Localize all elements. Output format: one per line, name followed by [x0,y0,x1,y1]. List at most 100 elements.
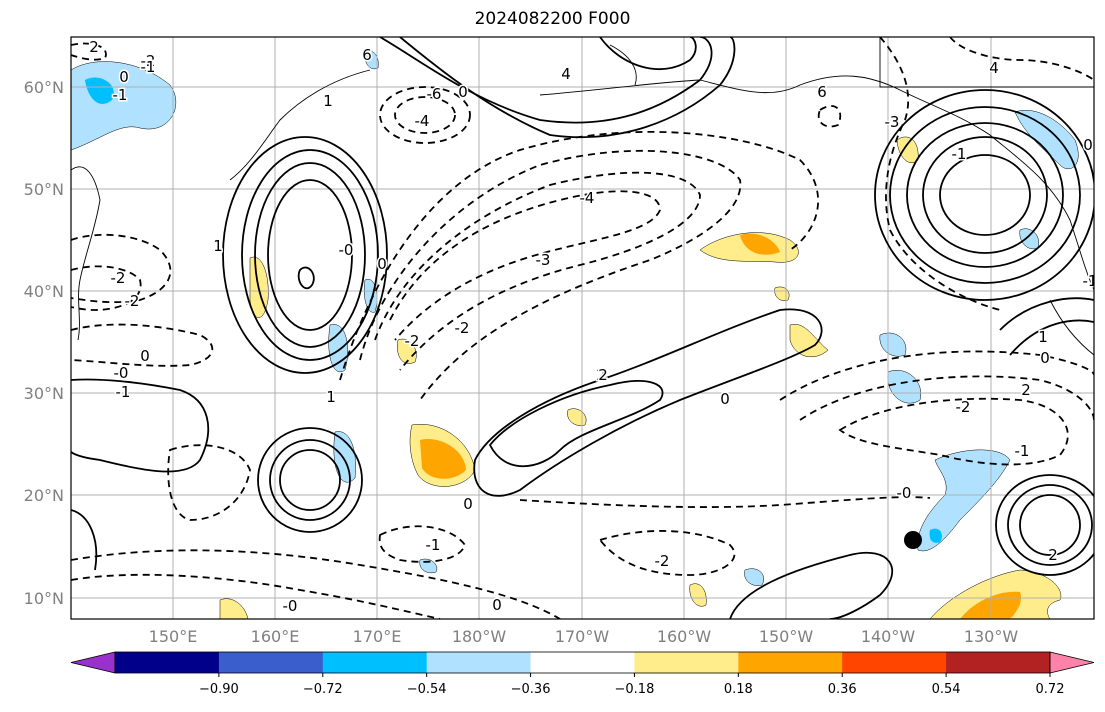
shade-orange-160w [740,233,780,255]
colorbar-tick-label: −0.18 [615,682,655,697]
contour-label: -2 [125,292,140,310]
contour-high-ne-4 [889,106,1081,284]
contour-se-circle-1 [1019,494,1081,556]
lat-label-40n: 40°N [24,282,64,301]
contour-label: -2 [405,332,420,350]
contour-label: 6 [817,83,827,101]
negative-contours [71,37,1094,619]
contour-label: 2 [89,38,99,56]
contour-neg-ne-2 [949,37,1094,81]
colorbar-bin [426,652,532,673]
contour-se-circle-2 [1007,484,1093,566]
colorbar [70,651,1095,674]
shade-yellow-small [397,338,417,364]
contour-label: 1 [1038,328,1048,346]
contour-label: 2 [1048,546,1058,564]
colorbar-bin [842,652,947,673]
contour-label: -0 [339,241,354,259]
colorbar-tick-label: −0.36 [511,682,551,697]
contour-neg-west-3 [71,323,214,367]
contour-1-band [473,308,823,497]
shade-blue-south [744,568,764,586]
lon-label-170e: 170°E [353,627,402,646]
contour-2-band [488,380,664,468]
contour-label: -1 [952,145,967,163]
contour-high-ne-1 [939,154,1031,236]
colorbar-bin [530,652,635,673]
lon-label-170w: 170°W [555,627,610,646]
shade-cyan-east [929,528,942,543]
colorbar-bin [218,652,324,673]
contour-high-west-4 [222,136,388,374]
shade-yellow-sw [219,598,249,619]
contour-label: -4 [580,189,595,207]
contour-neg-east-1 [838,397,1069,466]
contour-neg-nw-1 [71,42,107,61]
contour-label: 4 [989,59,999,77]
contour-high-west-3 [241,149,379,361]
colorbar-tick-label: 0.54 [932,682,961,697]
contour-neg-south-1 [598,530,736,576]
graticule [71,37,1094,619]
shade-blue-northwest-core [85,77,114,104]
contour-label: 6 [362,46,372,64]
contour-circle-1 [279,449,341,511]
anomaly-shading [71,50,1079,619]
lon-label-140w: 140°W [861,627,916,646]
shade-yellow-tiny [774,286,790,301]
contour-label: 2 [598,366,608,384]
contour-neg-west-1 [71,233,172,304]
shade-blue-28n [887,370,922,404]
contour-high-ne-5 [874,89,1094,301]
contour-label: 0 [720,390,730,408]
map-title: 2024082200 F000 [474,9,631,29]
contour-neg-0-trough [339,131,819,381]
contour-label: -1 [116,383,131,401]
contour-neg-low-north [394,96,456,134]
map-frame [70,36,1095,620]
latitude-labels: 60°N 50°N 40°N 30°N 20°N 10°N [24,78,64,608]
colorbar-tick-label: −0.72 [303,682,343,697]
contour-neg-around-circle [167,444,251,521]
lat-label-20n: 20°N [24,486,64,505]
coast-alaska-canada [899,89,1094,291]
contour-label: -4 [415,112,430,130]
contour-label: 0 [1040,349,1050,367]
contour-se-circle-3 [995,474,1094,576]
contour-neg-south-4 [71,549,561,619]
lon-label-180w: 180°W [452,627,507,646]
colorbar-tick-labels: −0.90 −0.72 −0.54 −0.36 −0.18 0.18 0.36 0.54 0.7… [199,673,1064,697]
contour-neg-small-1 [817,105,842,128]
contour-east-2 [1009,319,1094,356]
contour-label: 4 [561,65,571,83]
lon-label-150e: 150°E [149,627,198,646]
coastlines [71,37,1094,356]
contour-sw-0 [71,378,209,473]
contour-label: 0 [140,347,150,365]
contour-label: 0 [1083,136,1093,154]
contour-label: -0 [283,597,298,615]
contour-high-west-1 [267,179,353,331]
shade-yellow-150w [789,323,829,358]
contour-label: -6 [427,85,442,103]
contour-label: 0 [119,68,129,86]
contour-circle-2 [269,439,351,521]
lon-label-150w: 150°W [759,627,814,646]
colorbar-tick-label: −0.54 [407,682,447,697]
contour-label: -1 [1083,272,1098,290]
contour-neg-ne-1 [879,37,1001,311]
contour-label: -1 [113,86,128,104]
contour-high-west-2 [254,162,366,348]
contour-neg-low-north-2 [379,86,471,144]
contour-neg-east-2 [799,375,1094,421]
shade-orange-180 [420,439,466,479]
lat-label-60n: 60°N [24,78,64,97]
lon-label-130w: 130°W [964,627,1019,646]
colorbar-bin [738,652,843,673]
colorbar-tick-label: 0.18 [724,682,753,697]
contour-neg-0-line [519,496,931,508]
contour-neg-south-2 [378,525,467,563]
contour-label: -0 [114,364,129,382]
contour-label: 0 [377,255,387,273]
